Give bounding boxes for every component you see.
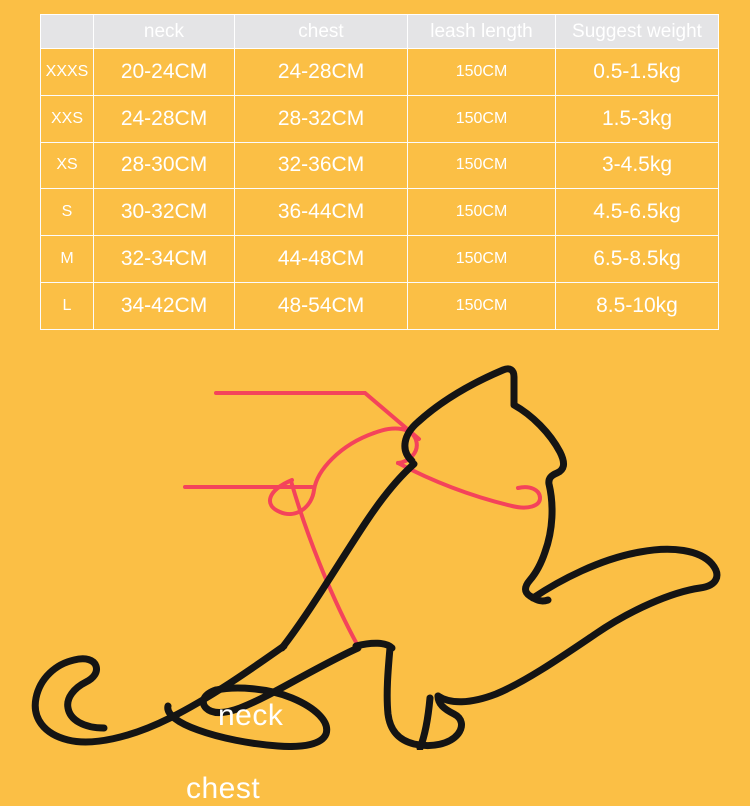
table-row: S 30-32CM 36-44CM 150CM 4.5-6.5kg: [40, 188, 719, 237]
cell-leash: 150CM: [407, 48, 556, 96]
cell-size: L: [40, 281, 94, 330]
cell-weight: 6.5-8.5kg: [555, 235, 719, 283]
cell-size: XXXS: [40, 48, 94, 96]
column-header-suggest-weight: Suggest weight: [555, 14, 719, 49]
size-chart-table: neck chest leash length Suggest weight X…: [40, 14, 719, 330]
column-header-neck: neck: [93, 14, 235, 49]
table-header-row: neck chest leash length Suggest weight: [40, 14, 719, 49]
column-header-leash-length: leash length: [407, 14, 556, 49]
cell-neck: 30-32CM: [93, 188, 235, 237]
cat-hind-paw-outline: [164, 684, 331, 750]
cell-weight: 3-4.5kg: [555, 141, 719, 190]
cell-weight: 0.5-1.5kg: [555, 48, 719, 96]
cat-foreleg-outline: [434, 545, 721, 706]
column-header-chest: chest: [234, 14, 408, 49]
cell-leash: 150CM: [407, 188, 556, 237]
table-row: L 34-42CM 48-54CM 150CM 8.5-10kg: [40, 281, 719, 330]
cell-weight: 1.5-3kg: [555, 94, 719, 143]
cell-size: S: [40, 188, 94, 237]
neck-measure-band: [396, 461, 543, 510]
cell-weight: 4.5-6.5kg: [555, 188, 719, 237]
cat-head-outline: [401, 365, 568, 605]
label-chest: chest: [186, 772, 261, 805]
cell-leash: 150CM: [407, 235, 556, 283]
cell-size: XXS: [40, 94, 94, 143]
cell-chest: 44-48CM: [234, 235, 408, 283]
cell-chest: 28-32CM: [234, 94, 408, 143]
cell-leash: 150CM: [407, 94, 556, 143]
table-row: XXXS 20-24CM 24-28CM 150CM 0.5-1.5kg: [40, 48, 719, 96]
chest-measure-band: [289, 479, 360, 648]
cell-weight: 8.5-10kg: [555, 281, 719, 330]
cell-chest: 36-44CM: [234, 188, 408, 237]
size-chart-body: XXXS 20-24CM 24-28CM 150CM 0.5-1.5kg XXS…: [40, 48, 719, 330]
cell-chest: 48-54CM: [234, 281, 408, 330]
cat-back-outline: [278, 460, 418, 652]
cat-front-paw-outline: [383, 644, 465, 750]
cell-size: M: [40, 235, 94, 283]
cell-size: XS: [40, 141, 94, 190]
cat-hind-leg-outline: [416, 694, 434, 750]
cell-chest: 32-36CM: [234, 141, 408, 190]
cell-neck: 32-34CM: [93, 235, 235, 283]
cell-leash: 150CM: [407, 281, 556, 330]
size-chart-header: neck chest leash length Suggest weight: [40, 14, 719, 49]
cell-leash: 150CM: [407, 141, 556, 190]
cell-neck: 20-24CM: [93, 48, 235, 96]
label-neck: neck: [218, 699, 284, 732]
cat-measurement-diagram: neck chest: [0, 330, 750, 805]
chest-measure-loop: [268, 431, 376, 516]
table-row: XS 28-30CM 32-36CM 150CM 3-4.5kg: [40, 141, 719, 190]
column-header-size: [40, 14, 94, 49]
cell-neck: 34-42CM: [93, 281, 235, 330]
cell-neck: 28-30CM: [93, 141, 235, 190]
cat-outline-illustration: [31, 365, 721, 750]
neck-leader-line: [214, 391, 421, 441]
cell-neck: 24-28CM: [93, 94, 235, 143]
cell-chest: 24-28CM: [234, 48, 408, 96]
table-row: XXS 24-28CM 28-32CM 150CM 1.5-3kg: [40, 94, 719, 143]
table-row: M 32-34CM 44-48CM 150CM 6.5-8.5kg: [40, 235, 719, 283]
cat-chest-front-outline: [352, 639, 396, 652]
